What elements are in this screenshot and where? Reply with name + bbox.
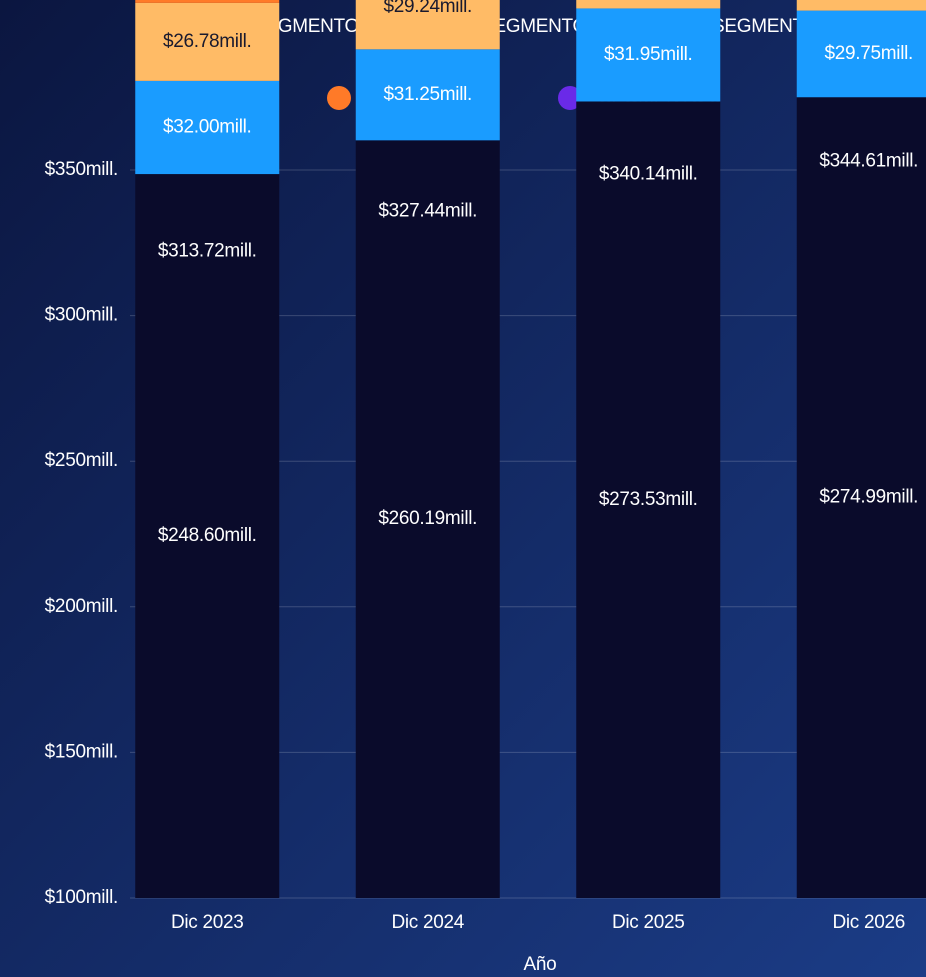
bar-segment: [355, 140, 500, 898]
y-tick-label: $350mill.: [45, 159, 118, 180]
total-label: $344.61mill.: [819, 151, 918, 172]
data-label: $248.60mill.: [158, 525, 257, 546]
bar-segment: [796, 97, 926, 898]
y-tick-label: $100mill.: [45, 887, 118, 908]
legend-swatch: [327, 86, 351, 110]
data-label: $32.00mill.: [163, 117, 252, 138]
y-tick-label: $150mill.: [45, 741, 118, 762]
legend-label: SEGMENTO 2: [481, 16, 602, 37]
data-label: $31.95mill.: [604, 44, 693, 65]
x-tick-label: Dic 2026: [832, 912, 905, 933]
total-label: $313.72mill.: [158, 241, 257, 262]
legend-swatch: [558, 86, 582, 110]
total-label: $327.44mill.: [378, 201, 477, 222]
x-tick-label: Dic 2025: [612, 912, 685, 933]
bar-segment: [576, 0, 721, 9]
data-label: $29.75mill.: [824, 43, 913, 64]
x-axis-title: Año: [524, 954, 557, 975]
data-label: $274.99mill.: [819, 487, 918, 508]
bar-segment: [135, 174, 280, 899]
bar-segment: [135, 2, 280, 81]
legend-label: SEGMENTO 1: [253, 16, 374, 37]
data-label: $26.78mill.: [163, 31, 252, 52]
bar-segment: [796, 0, 926, 11]
y-tick-label: $250mill.: [45, 450, 118, 471]
data-label: $31.25mill.: [383, 84, 472, 105]
bar-segment: [355, 49, 500, 141]
y-tick-label: $300mill.: [45, 305, 118, 326]
bar-segment: [135, 0, 280, 3]
x-tick-label: Dic 2023: [171, 912, 244, 933]
data-label: $260.19mill.: [378, 508, 477, 529]
x-tick-label: Dic 2024: [391, 912, 464, 933]
total-label: $340.14mill.: [599, 164, 698, 185]
bar-segment: [135, 80, 280, 175]
bar-segment: [796, 10, 926, 98]
bar-segment: [355, 0, 500, 50]
data-label: $273.53mill.: [599, 489, 698, 510]
y-tick-label: $200mill.: [45, 596, 118, 617]
data-label: $29.24mill.: [383, 0, 472, 17]
bar-segment: [576, 8, 721, 102]
bar-segment: [576, 101, 721, 898]
